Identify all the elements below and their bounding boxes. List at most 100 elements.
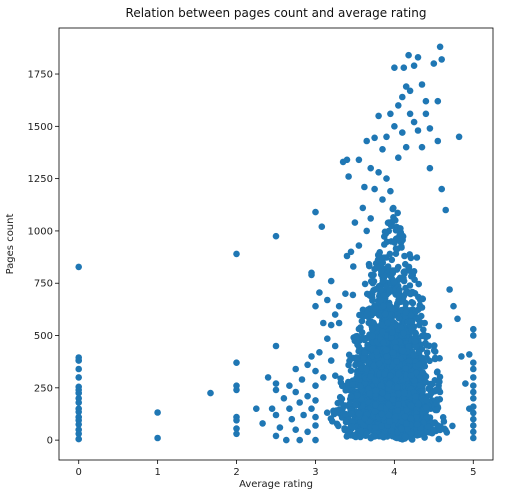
data-point bbox=[392, 245, 400, 252]
data-point bbox=[372, 387, 380, 395]
data-point bbox=[372, 286, 379, 293]
data-point bbox=[75, 365, 82, 373]
data-point bbox=[346, 400, 354, 407]
data-point bbox=[395, 154, 402, 161]
data-point bbox=[367, 271, 375, 279]
data-point bbox=[361, 183, 368, 191]
data-point bbox=[335, 302, 343, 310]
data-point bbox=[470, 422, 477, 429]
data-point bbox=[400, 274, 407, 282]
data-point bbox=[418, 332, 426, 340]
data-point bbox=[436, 43, 444, 51]
y-tick-label: 750 bbox=[34, 279, 53, 290]
data-point bbox=[395, 390, 402, 398]
data-point bbox=[391, 413, 399, 421]
data-point bbox=[342, 387, 350, 394]
data-point bbox=[377, 286, 385, 294]
data-point bbox=[390, 214, 397, 221]
y-tick-label: 1500 bbox=[28, 122, 53, 133]
data-point bbox=[430, 60, 438, 67]
data-point bbox=[373, 348, 380, 356]
data-point bbox=[399, 347, 407, 355]
data-point bbox=[233, 250, 240, 258]
data-point bbox=[458, 353, 465, 360]
data-point bbox=[407, 290, 414, 298]
data-point bbox=[466, 351, 473, 358]
data-point bbox=[327, 277, 335, 285]
data-point bbox=[330, 410, 338, 418]
data-point bbox=[390, 278, 398, 285]
data-point bbox=[434, 422, 441, 429]
data-point bbox=[381, 310, 389, 318]
data-point bbox=[343, 252, 351, 260]
data-point bbox=[367, 434, 375, 442]
data-point bbox=[384, 219, 392, 227]
data-point bbox=[470, 415, 477, 423]
data-point bbox=[343, 156, 351, 164]
data-point bbox=[329, 418, 336, 425]
data-point bbox=[405, 343, 412, 350]
data-point bbox=[378, 432, 385, 440]
data-point bbox=[412, 393, 420, 400]
data-point bbox=[395, 401, 402, 408]
data-point bbox=[383, 175, 390, 182]
data-point bbox=[397, 324, 405, 331]
data-point bbox=[406, 87, 414, 95]
data-point bbox=[413, 421, 421, 428]
data-point bbox=[401, 252, 408, 260]
data-point bbox=[436, 373, 444, 381]
data-point bbox=[233, 425, 240, 432]
data-point bbox=[393, 266, 401, 273]
data-point bbox=[75, 435, 82, 443]
chart-title: Relation between pages count and average… bbox=[126, 6, 427, 20]
data-point bbox=[422, 97, 430, 105]
data-point bbox=[408, 435, 415, 443]
data-point bbox=[424, 332, 432, 340]
data-point bbox=[233, 359, 240, 367]
data-point bbox=[296, 399, 304, 406]
data-point bbox=[374, 251, 382, 259]
data-point bbox=[387, 110, 394, 118]
data-point bbox=[342, 290, 349, 298]
data-point bbox=[413, 254, 421, 261]
data-point bbox=[385, 411, 393, 419]
data-point bbox=[377, 296, 385, 304]
y-tick-label: 250 bbox=[34, 383, 53, 394]
data-point bbox=[308, 405, 315, 413]
data-point bbox=[345, 173, 352, 180]
data-point bbox=[406, 282, 414, 289]
data-point bbox=[264, 374, 272, 381]
data-point bbox=[402, 260, 409, 268]
data-point bbox=[408, 326, 415, 333]
data-point bbox=[470, 382, 477, 390]
data-point bbox=[449, 422, 456, 430]
data-point bbox=[304, 361, 311, 369]
data-point bbox=[412, 369, 420, 377]
data-point bbox=[400, 329, 407, 337]
data-point bbox=[272, 380, 280, 387]
data-point bbox=[352, 401, 359, 409]
data-point bbox=[398, 425, 405, 433]
data-point bbox=[415, 361, 423, 368]
data-point bbox=[422, 404, 430, 412]
x-axis-ticks: 0 1 2 3 4 5 bbox=[76, 460, 476, 478]
data-point bbox=[363, 137, 371, 145]
data-point bbox=[292, 365, 300, 373]
data-point bbox=[470, 388, 477, 396]
data-point bbox=[316, 289, 323, 296]
x-tick-label: 4 bbox=[391, 467, 397, 478]
data-point bbox=[207, 389, 214, 397]
data-point bbox=[312, 367, 319, 375]
x-tick-label: 2 bbox=[233, 467, 239, 478]
data-point bbox=[415, 280, 423, 288]
data-point bbox=[320, 319, 327, 327]
data-point bbox=[359, 334, 366, 341]
data-point bbox=[372, 305, 380, 312]
data-point bbox=[350, 432, 358, 440]
data-point bbox=[382, 230, 390, 237]
data-point bbox=[259, 420, 266, 427]
data-point bbox=[286, 382, 293, 390]
data-point bbox=[392, 344, 400, 352]
y-axis-label: Pages count bbox=[5, 214, 16, 275]
data-point bbox=[318, 223, 326, 230]
